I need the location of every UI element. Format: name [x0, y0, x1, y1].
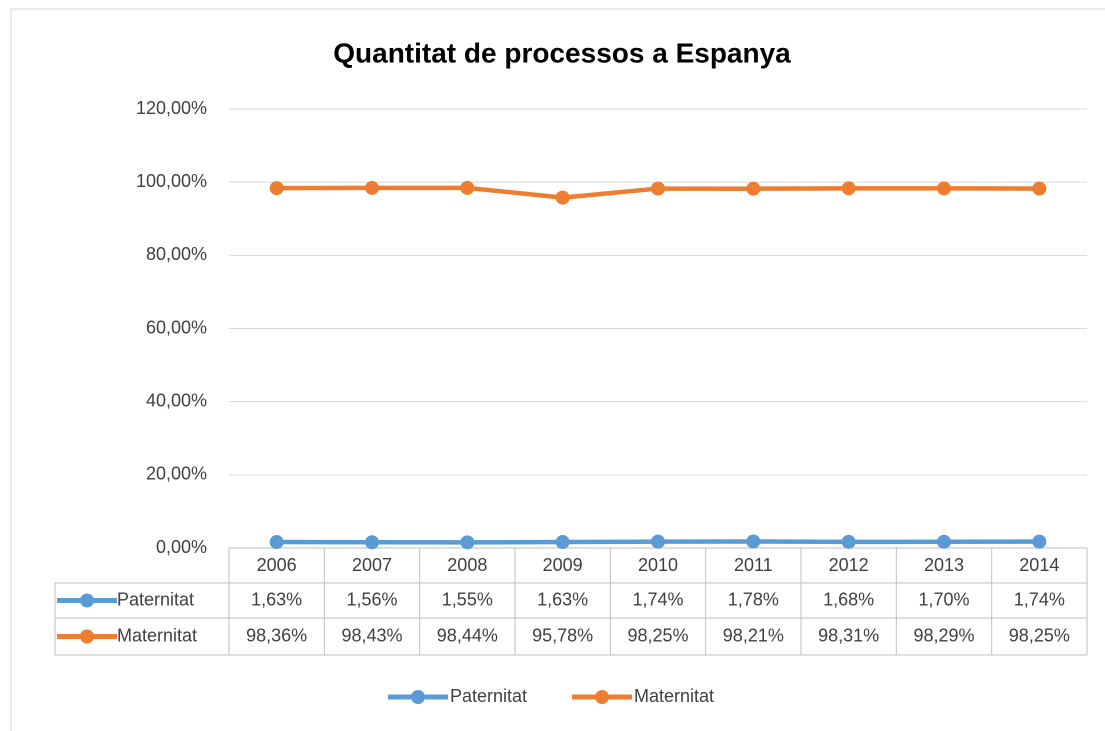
x-tick-label: 2008 — [447, 555, 487, 575]
marker — [269, 535, 284, 550]
chart-frame — [10, 8, 1105, 731]
table-value: 98,36% — [246, 625, 307, 645]
x-tick-label: 2011 — [734, 555, 773, 575]
legend-label: Paternitat — [450, 686, 527, 706]
y-tick-label: 100,00% — [136, 171, 207, 191]
table-value: 98,44% — [437, 625, 498, 645]
table-row-label: Paternitat — [117, 589, 194, 609]
marker — [365, 180, 379, 195]
legend-key-marker — [595, 690, 609, 704]
marker — [269, 181, 284, 196]
table-value: 98,43% — [341, 625, 402, 645]
table-row-label: Maternitat — [117, 625, 197, 645]
x-tick-label: 2013 — [924, 555, 964, 575]
marker — [937, 534, 951, 549]
y-tick-label: 120,00% — [136, 98, 207, 118]
y-tick-label: 40,00% — [146, 390, 207, 410]
x-tick-label: 2014 — [1019, 555, 1059, 575]
table-value: 98,29% — [913, 625, 974, 645]
table-value: 98,25% — [1009, 625, 1070, 645]
marker — [746, 181, 761, 196]
marker — [651, 181, 665, 196]
marker — [555, 535, 570, 550]
table-value: 98,25% — [627, 625, 688, 645]
table-value: 1,74% — [1014, 589, 1065, 609]
table-value: 98,21% — [723, 625, 784, 645]
table-value: 1,68% — [823, 589, 874, 609]
marker — [841, 181, 856, 196]
legend-key-marker — [80, 593, 94, 608]
table-value: 1,63% — [251, 589, 302, 609]
marker — [555, 190, 570, 205]
marker — [365, 535, 379, 550]
table-value: 1,55% — [442, 589, 493, 609]
table-value: 1,56% — [346, 589, 397, 609]
x-tick-label: 2010 — [638, 555, 678, 575]
table-value: 1,78% — [728, 589, 779, 609]
marker — [746, 534, 761, 549]
legend-label: Maternitat — [634, 686, 714, 706]
marker — [841, 534, 856, 549]
marker — [1032, 534, 1047, 549]
table-value: 1,74% — [632, 589, 683, 609]
legend-key-marker — [80, 629, 94, 644]
x-tick-label: 2006 — [257, 555, 297, 575]
marker — [1032, 181, 1047, 196]
marker — [651, 534, 665, 549]
chart-title: Quantitat de processos a Espanya — [333, 37, 791, 68]
marker — [460, 535, 475, 550]
legend-key-marker — [411, 690, 425, 704]
table-value: 1,70% — [918, 589, 969, 609]
x-tick-label: 2007 — [352, 555, 392, 575]
y-tick-label: 60,00% — [146, 317, 207, 337]
marker — [460, 180, 475, 195]
table-value: 98,31% — [818, 625, 879, 645]
table-value: 1,63% — [537, 589, 588, 609]
table-value: 95,78% — [532, 625, 593, 645]
y-tick-label: 0,00% — [156, 537, 207, 557]
x-tick-label: 2012 — [829, 555, 869, 575]
y-tick-label: 80,00% — [146, 244, 207, 264]
marker — [937, 181, 951, 196]
x-tick-label: 2009 — [543, 555, 583, 575]
y-tick-label: 20,00% — [146, 464, 207, 484]
